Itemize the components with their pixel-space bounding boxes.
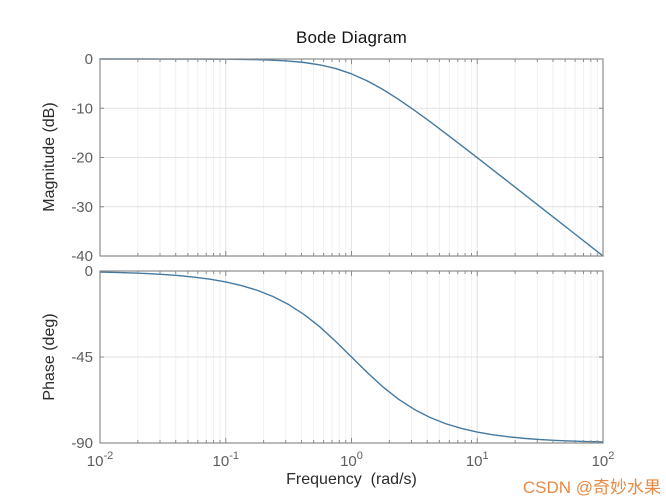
x-tick-label: 10-1 [213, 450, 239, 470]
y-tick-label: -10 [71, 100, 93, 117]
phase-axes-box [99, 270, 604, 444]
y-tick-label: -20 [71, 150, 93, 167]
y-tick-labels: 0 -45 -90 [71, 263, 93, 452]
phase-subplot: 0 -45 -90 [71, 263, 604, 452]
y-tick-label: -45 [71, 349, 93, 366]
major-grid-lines [100, 59, 603, 256]
magnitude-axis-label: Magnitude (dB) [41, 102, 58, 212]
y-tick-label: 0 [85, 263, 93, 280]
magnitude-axes-box [99, 58, 604, 257]
y-tick-label: 0 [85, 51, 93, 68]
x-tick-labels: 10-2 10-1 100 101 102 [87, 450, 615, 470]
y-tick-label: -30 [71, 199, 93, 216]
x-tick-label: 100 [340, 450, 363, 470]
y-tick-label: -90 [71, 435, 93, 452]
x-tick-label: 101 [466, 450, 489, 470]
x-tick-label: 102 [592, 450, 615, 470]
chart-title: Bode Diagram [295, 28, 408, 47]
magnitude-subplot: 0 -10 -20 -30 -40 [71, 51, 604, 265]
y-tick-labels: 0 -10 -20 -30 -40 [71, 51, 93, 265]
y-tick-label: -40 [71, 248, 93, 265]
watermark: CSDN @奇妙水果 [522, 478, 661, 497]
phase-axis-label: Phase (deg) [41, 313, 58, 401]
x-axis-label: Frequency (rad/s) [286, 471, 417, 488]
x-tick-label: 10-2 [87, 450, 113, 470]
phase-curve [99, 271, 604, 443]
